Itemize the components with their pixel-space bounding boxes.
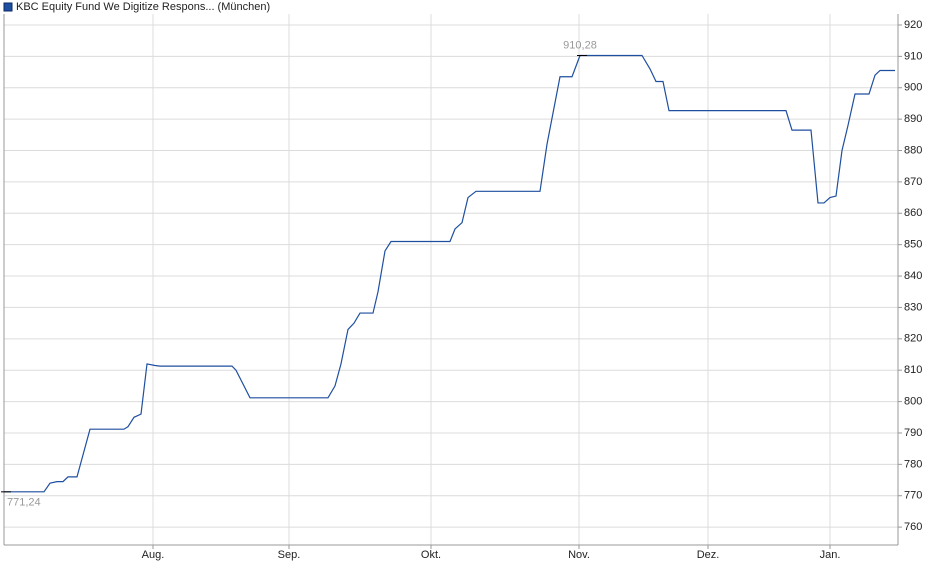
- y-tick-label: 810: [904, 364, 922, 376]
- annotation-label: 910,28: [563, 39, 597, 51]
- y-tick-label: 920: [904, 19, 922, 31]
- y-tick-label: 870: [904, 176, 922, 188]
- x-tick-label: Sep.: [278, 549, 301, 561]
- y-tick-label: 770: [904, 490, 922, 502]
- y-tick-label: 790: [904, 427, 922, 439]
- y-tick-label: 820: [904, 333, 922, 345]
- price-line: [4, 54, 895, 493]
- x-tick-label: Dez.: [697, 549, 720, 561]
- x-tick-label: Aug.: [142, 549, 165, 561]
- legend-label: KBC Equity Fund We Digitize Respons... (…: [16, 1, 270, 13]
- y-tick-label: 780: [904, 458, 922, 470]
- y-tick-label: 850: [904, 239, 922, 251]
- legend-swatch: [3, 2, 13, 12]
- y-tick-label: 880: [904, 144, 922, 156]
- x-tick-label: Jan.: [820, 549, 841, 561]
- y-tick-label: 860: [904, 207, 922, 219]
- x-tick-label: Okt.: [421, 549, 441, 561]
- annotation-label: 771,24: [7, 497, 41, 509]
- y-tick-label: 840: [904, 270, 922, 282]
- y-tick-label: 800: [904, 395, 922, 407]
- x-tick-label: Nov.: [568, 549, 590, 561]
- y-tick-label: 900: [904, 82, 922, 94]
- y-tick-label: 890: [904, 113, 922, 125]
- y-tick-label: 830: [904, 301, 922, 313]
- y-tick-label: 910: [904, 50, 922, 62]
- y-tick-label: 760: [904, 521, 922, 533]
